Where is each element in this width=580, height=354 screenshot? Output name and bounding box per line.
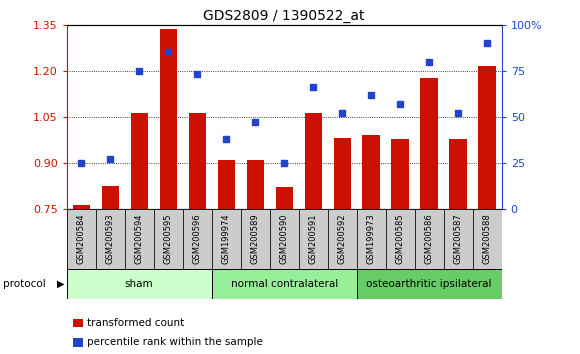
Bar <box>67 209 96 269</box>
Bar <box>357 269 502 299</box>
Bar <box>299 209 328 269</box>
Bar <box>473 209 502 269</box>
Bar <box>212 269 357 299</box>
Text: osteoarthritic ipsilateral: osteoarthritic ipsilateral <box>367 279 492 289</box>
Text: GSM200593: GSM200593 <box>106 214 115 264</box>
Bar <box>328 209 357 269</box>
Bar <box>96 209 125 269</box>
Point <box>222 136 231 142</box>
Point <box>367 92 376 98</box>
Bar <box>392 139 409 209</box>
Bar <box>67 269 212 299</box>
Text: GSM200588: GSM200588 <box>483 214 492 264</box>
Text: sham: sham <box>125 279 154 289</box>
Point <box>164 50 173 55</box>
Text: GSM200585: GSM200585 <box>396 214 405 264</box>
Bar <box>218 160 235 209</box>
Bar <box>246 160 264 209</box>
Text: transformed count: transformed count <box>87 318 184 328</box>
Bar <box>444 209 473 269</box>
Text: GSM200586: GSM200586 <box>425 214 434 264</box>
Bar <box>241 209 270 269</box>
Bar <box>212 209 241 269</box>
Point <box>135 68 144 74</box>
Bar <box>362 135 380 209</box>
Bar <box>276 187 293 209</box>
Point <box>280 160 289 166</box>
Text: GDS2809 / 1390522_at: GDS2809 / 1390522_at <box>204 9 365 23</box>
Point <box>77 160 86 166</box>
Bar <box>420 79 438 209</box>
Text: ▶: ▶ <box>57 279 64 289</box>
Text: GSM200596: GSM200596 <box>193 214 202 264</box>
Text: GSM199973: GSM199973 <box>367 214 376 264</box>
Bar <box>415 209 444 269</box>
Text: GSM200595: GSM200595 <box>164 214 173 264</box>
Point <box>193 72 202 77</box>
Text: GSM200589: GSM200589 <box>251 214 260 264</box>
Point <box>483 40 492 46</box>
Bar <box>270 209 299 269</box>
Text: GSM200594: GSM200594 <box>135 214 144 264</box>
Bar <box>130 113 148 209</box>
Bar <box>160 29 177 209</box>
Text: normal contralateral: normal contralateral <box>231 279 338 289</box>
Text: GSM200590: GSM200590 <box>280 214 289 264</box>
Bar <box>102 186 119 209</box>
Point <box>425 59 434 64</box>
Bar <box>125 209 154 269</box>
Bar <box>183 209 212 269</box>
Text: GSM200592: GSM200592 <box>338 214 347 264</box>
Bar <box>188 113 206 209</box>
Point <box>338 110 347 116</box>
Bar <box>304 113 322 209</box>
Text: protocol: protocol <box>3 279 46 289</box>
Text: GSM200584: GSM200584 <box>77 214 86 264</box>
Bar <box>450 139 467 209</box>
Bar <box>357 209 386 269</box>
Bar <box>154 209 183 269</box>
Text: GSM199974: GSM199974 <box>222 214 231 264</box>
Point <box>309 85 318 90</box>
Bar <box>478 66 496 209</box>
Point <box>454 110 463 116</box>
Bar <box>334 138 351 209</box>
Text: GSM200587: GSM200587 <box>454 214 463 264</box>
Point <box>251 120 260 125</box>
Text: percentile rank within the sample: percentile rank within the sample <box>87 337 263 347</box>
Point <box>106 156 115 162</box>
Point <box>396 101 405 107</box>
Text: GSM200591: GSM200591 <box>309 214 318 264</box>
Bar <box>386 209 415 269</box>
Bar <box>72 205 90 209</box>
